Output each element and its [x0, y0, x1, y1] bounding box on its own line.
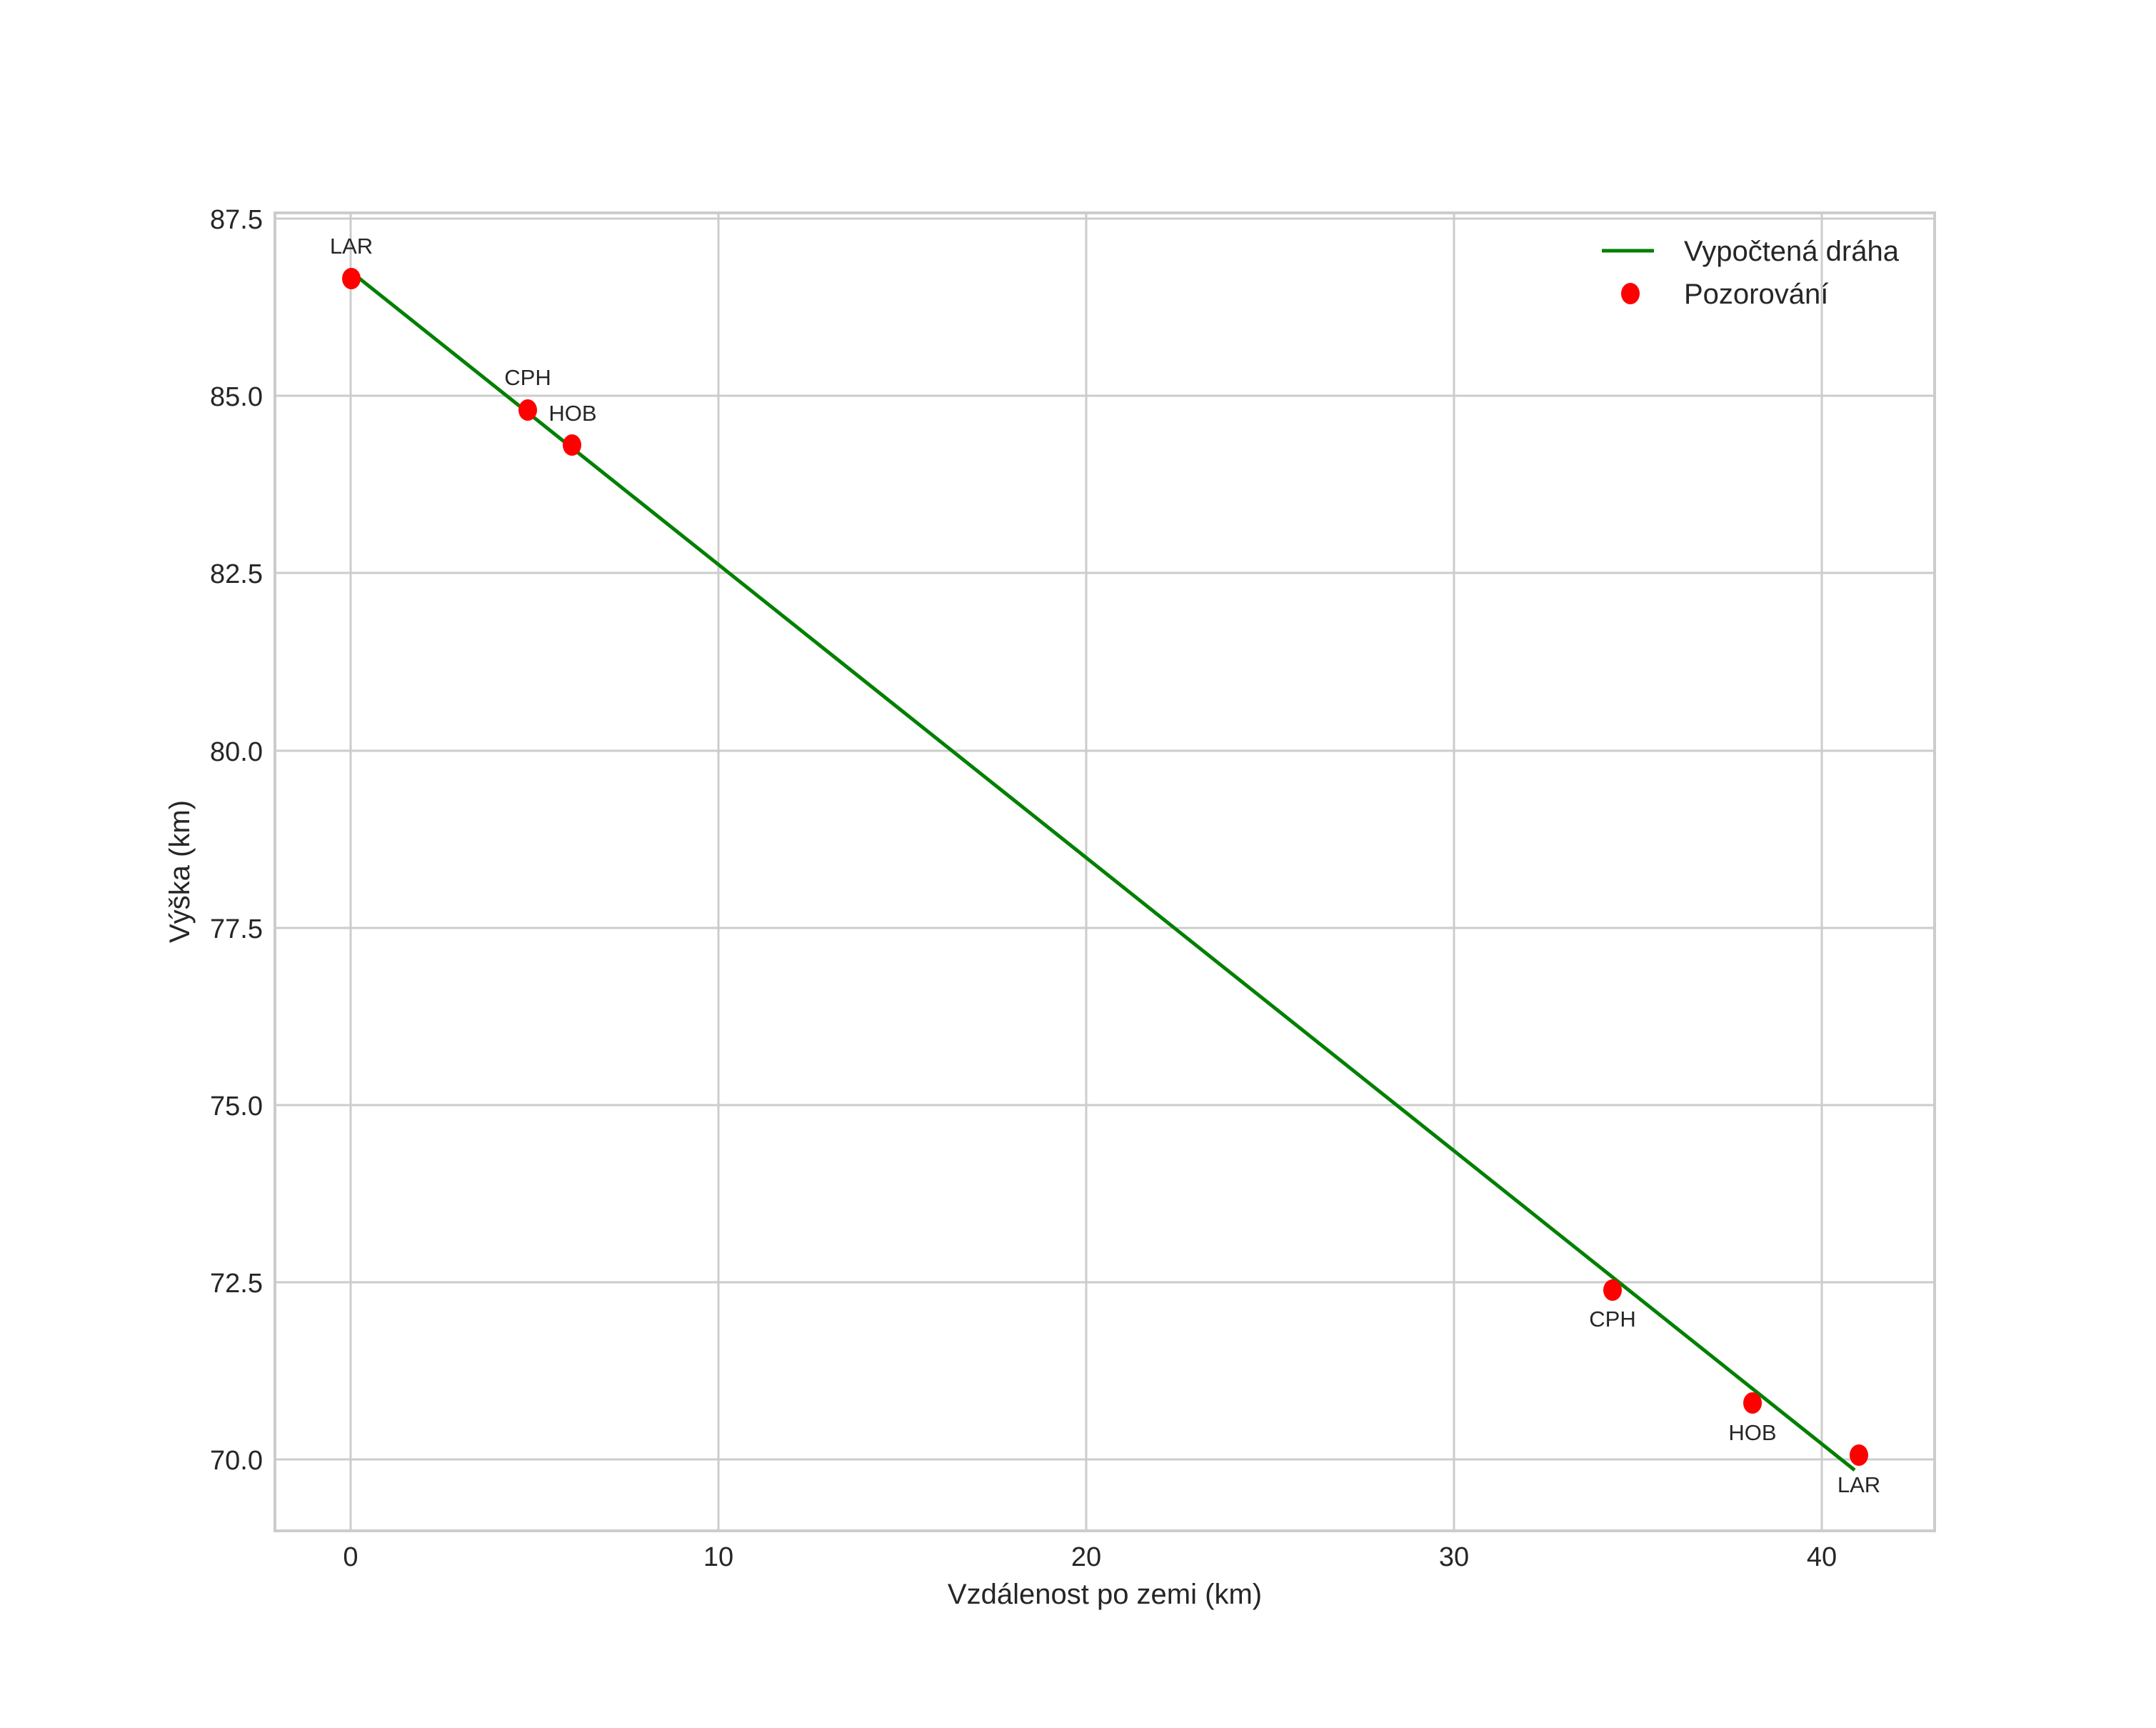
legend-label-observations: Pozorování	[1684, 279, 1828, 310]
observation-points	[342, 268, 1868, 1466]
x-gridlines	[349, 213, 1823, 1531]
observation-point-lar-1	[342, 268, 361, 289]
x-tick-label: 40	[1807, 1542, 1837, 1572]
annotation-lar-1: LAR	[330, 234, 373, 259]
y-tick-label: 72.5	[210, 1269, 263, 1299]
observation-point-hob-1	[563, 434, 581, 456]
y-tick-label: 70.0	[210, 1446, 263, 1476]
legend-label-computed-trajectory: Vypočtená dráha	[1684, 236, 1900, 267]
x-tick-label: 10	[703, 1542, 733, 1572]
axes-frame	[274, 211, 1936, 1532]
y-tick-label: 85.0	[210, 382, 263, 412]
y-tick-label: 82.5	[210, 559, 263, 589]
y-tick-label: 80.0	[210, 737, 263, 767]
x-tick-label: 20	[1071, 1542, 1101, 1572]
observation-point-cph-2	[1603, 1279, 1622, 1301]
x-tick-label: 0	[343, 1542, 358, 1572]
y-tick-label: 77.5	[210, 914, 263, 944]
x-tick-labels: 0 10 20 30 40	[343, 1542, 1837, 1572]
annotation-lar-2: LAR	[1837, 1472, 1880, 1497]
x-tick-label: 30	[1439, 1542, 1469, 1572]
observation-point-lar-2	[1850, 1444, 1868, 1466]
observation-point-cph-1	[518, 399, 537, 421]
annotation-cph-1: CPH	[504, 365, 551, 390]
legend: Vypočtená dráha Pozorování	[1602, 236, 1900, 310]
point-annotations: LAR CPH HOB CPH HOB LAR	[330, 234, 1880, 1497]
y-tick-labels: 70.0 72.5 75.0 77.5 80.0 82.5 85.0 87.5	[210, 205, 263, 1476]
annotation-cph-2: CPH	[1589, 1307, 1635, 1332]
y-tick-label: 75.0	[210, 1092, 263, 1122]
y-gridlines	[275, 217, 1935, 1461]
y-axis-label: Výška (km)	[164, 800, 196, 943]
x-axis-label: Vzdálenost po zemi (km)	[948, 1579, 1262, 1610]
legend-marker-swatch	[1621, 283, 1640, 304]
annotation-hob-2: HOB	[1728, 1420, 1776, 1445]
y-tick-label: 87.5	[210, 205, 263, 235]
observation-point-hob-2	[1743, 1392, 1762, 1414]
annotation-hob-1: HOB	[548, 401, 596, 426]
computed-trajectory-line	[353, 273, 1856, 1472]
